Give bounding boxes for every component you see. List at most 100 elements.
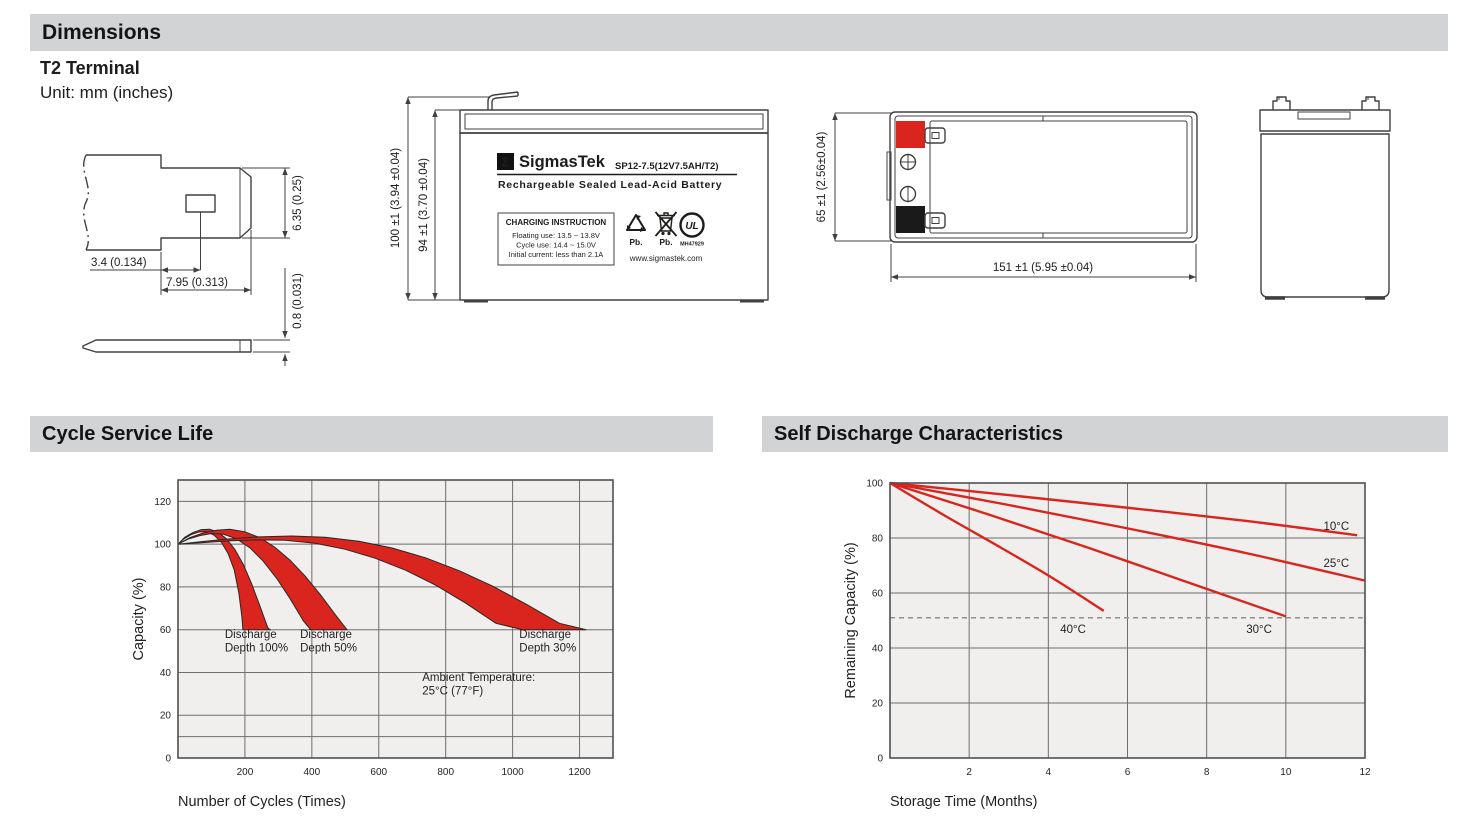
terminal-side-view: [83, 154, 252, 270]
website-text: www.sigmastek.com: [629, 254, 703, 263]
y-tick-label: 40: [872, 644, 884, 655]
line-25-c: [889, 481, 1366, 582]
ul-mark-icon: UL: [679, 212, 705, 238]
terminal-tab: [487, 91, 519, 110]
battery-case-outline: [459, 91, 769, 303]
terminal-thickness-view: [82, 339, 252, 353]
x-axis-title: Storage Time (Months): [890, 794, 1037, 810]
y-tick-label: 100: [154, 540, 171, 551]
charging-title: CHARGING INSTRUCTION: [506, 218, 607, 227]
chart-annotation: Discharge Depth 30%: [519, 629, 576, 655]
pb-recycle-icon: [626, 214, 646, 232]
y-tick-label: 0: [877, 754, 883, 765]
unit-note: Unit: mm (inches): [40, 83, 174, 102]
top-view-dimensions: 65 ±1 (2.56±0.04) 151 ±1 (5.95 ±0.04): [816, 112, 1197, 282]
y-tick-label: 40: [160, 668, 172, 679]
charging-instruction-box: CHARGING INSTRUCTION Floating use: 13.5 …: [497, 212, 615, 266]
pb-bin-label: Pb.: [659, 237, 672, 247]
y-tick-label: 120: [154, 497, 171, 508]
terminal-dimension-6-35: 6.35 (0.25): [242, 167, 304, 239]
self-discharge-title: Self Discharge Characteristics: [774, 422, 1064, 445]
dim-tab-width-label: 7.95 (0.313): [166, 277, 228, 289]
y-tick-label: 100: [866, 479, 883, 490]
chart-annotation: Ambient Temperature: 25°C (77°F): [422, 672, 535, 698]
x-axis-title: Number of Cycles (Times): [178, 794, 346, 810]
sigma-logo-icon: Σ: [502, 155, 510, 170]
terminal-dimension-0-8: 0.8 (0.031): [253, 268, 304, 366]
chart-annotation: 30°C: [1246, 624, 1272, 636]
line-40-c: [889, 481, 1105, 612]
dim-case-height-label: 94 ±1 (3.70 ±0.04): [418, 158, 430, 252]
battery-type-line: Rechargeable Sealed Lead-Acid Battery: [498, 179, 722, 191]
sigma-logo-box: [497, 153, 514, 170]
pb-bin-icon: [654, 211, 678, 237]
dimensions-title: Dimensions: [42, 20, 162, 44]
band-discharge-depth-100-: [177, 528, 272, 631]
terminal-dimension-7-95: 7.95 (0.313): [161, 230, 252, 295]
dim-width-label: 151 ±1 (5.95 ±0.04): [993, 262, 1093, 274]
self-discharge-chart: 2 4 6 8 10 12 0 20 40 60 80 100 10°C 25°C 30°C 40°C Stor…: [843, 479, 1371, 811]
x-tick-label: 1000: [501, 767, 524, 778]
cycle-service-life-title: Cycle Service Life: [42, 422, 214, 445]
ul-file-number: MH47929: [680, 242, 704, 248]
x-tick-label: 2: [966, 767, 972, 778]
x-tick-label: 12: [1359, 767, 1371, 778]
y-tick-label: 80: [872, 534, 884, 545]
y-tick-label: 20: [160, 711, 172, 722]
line-30-c: [889, 481, 1287, 618]
brand-name: SigmasTek: [519, 153, 606, 171]
y-tick-label: 80: [160, 582, 172, 593]
y-tick-label: 60: [872, 589, 884, 600]
band-discharge-depth-30-: [177, 535, 587, 631]
positive-terminal: [896, 121, 946, 148]
screw-plus-icon: [899, 153, 917, 171]
x-tick-label: 10: [1280, 767, 1292, 778]
x-tick-label: 600: [370, 767, 387, 778]
y-tick-label: 20: [872, 699, 884, 710]
battery-end-view: [1259, 96, 1391, 300]
section-header-self-discharge: Self Discharge Characteristics: [762, 416, 1448, 452]
screw-slot-icon: [899, 185, 917, 203]
y-axis-title: Remaining Capacity (%): [843, 542, 859, 698]
battery-front-view: Σ SigmasTek SP12-7.5(12V7.5AH/T2) Rechar…: [390, 91, 769, 303]
y-axis-title: Capacity (%): [131, 578, 147, 661]
x-tick-label: 6: [1125, 767, 1131, 778]
front-view-dimensions: 100 ±1 (3.94 ±0.04) 94 ±1 (3.70 ±0.04): [390, 96, 489, 301]
negative-terminal: [896, 206, 946, 233]
battery-top-view: 65 ±1 (2.56±0.04) 151 ±1 (5.95 ±0.04): [816, 111, 1198, 282]
charging-line-1: Floating use: 13.5 ~ 13.8V: [512, 231, 600, 240]
charging-line-2: Cycle use: 14.4 ~ 15.0V: [516, 241, 596, 250]
x-tick-label: 800: [437, 767, 454, 778]
section-header-cycle-service-life: Cycle Service Life: [30, 416, 713, 452]
dim-depth-label: 65 ±1 (2.56±0.04): [816, 132, 828, 223]
chart-annotation: 10°C: [1323, 521, 1349, 533]
top-view-case: [886, 111, 1198, 243]
chart-annotation: 25°C: [1323, 558, 1349, 570]
x-tick-label: 8: [1204, 767, 1210, 778]
pb-recycle-label: Pb.: [629, 237, 642, 247]
y-tick-label: 60: [160, 625, 172, 636]
x-tick-label: 400: [304, 767, 321, 778]
battery-label: Σ SigmasTek SP12-7.5(12V7.5AH/T2) Rechar…: [497, 153, 737, 266]
ul-letters: UL: [685, 221, 698, 232]
dim-thickness-label: 0.8 (0.031): [292, 273, 304, 329]
charging-line-3: Initial current: less than 2.1A: [509, 250, 604, 259]
terminal-detail-drawing: 3.4 (0.134) 7.95 (0.313) 6.35 (0.25) 0.8…: [82, 154, 304, 366]
cycle-service-life-chart: 200 400 600 800 1000 1200 0 20 40 60 80 100 120 Disch…: [131, 479, 614, 810]
end-view-outline: [1259, 96, 1391, 300]
y-tick-label: 0: [165, 754, 171, 765]
line-10-c: [889, 481, 1358, 537]
chart-annotation: 40°C: [1060, 624, 1086, 636]
model-number: SP12-7.5(12V7.5AH/T2): [615, 161, 719, 172]
section-header-dimensions: Dimensions: [30, 14, 1448, 51]
dim-tab-offset-label: 3.4 (0.134): [91, 257, 147, 269]
x-tick-label: 4: [1046, 767, 1052, 778]
terminal-type-title: T2 Terminal: [40, 58, 140, 78]
x-tick-label: 1200: [568, 767, 591, 778]
chart-annotation: Discharge Depth 100%: [225, 629, 288, 655]
x-tick-label: 200: [237, 767, 254, 778]
dim-total-height-label: 100 ±1 (3.94 ±0.04): [390, 148, 402, 248]
band-discharge-depth-50-: [177, 528, 349, 631]
dim-tab-height-label: 6.35 (0.25): [292, 175, 304, 231]
